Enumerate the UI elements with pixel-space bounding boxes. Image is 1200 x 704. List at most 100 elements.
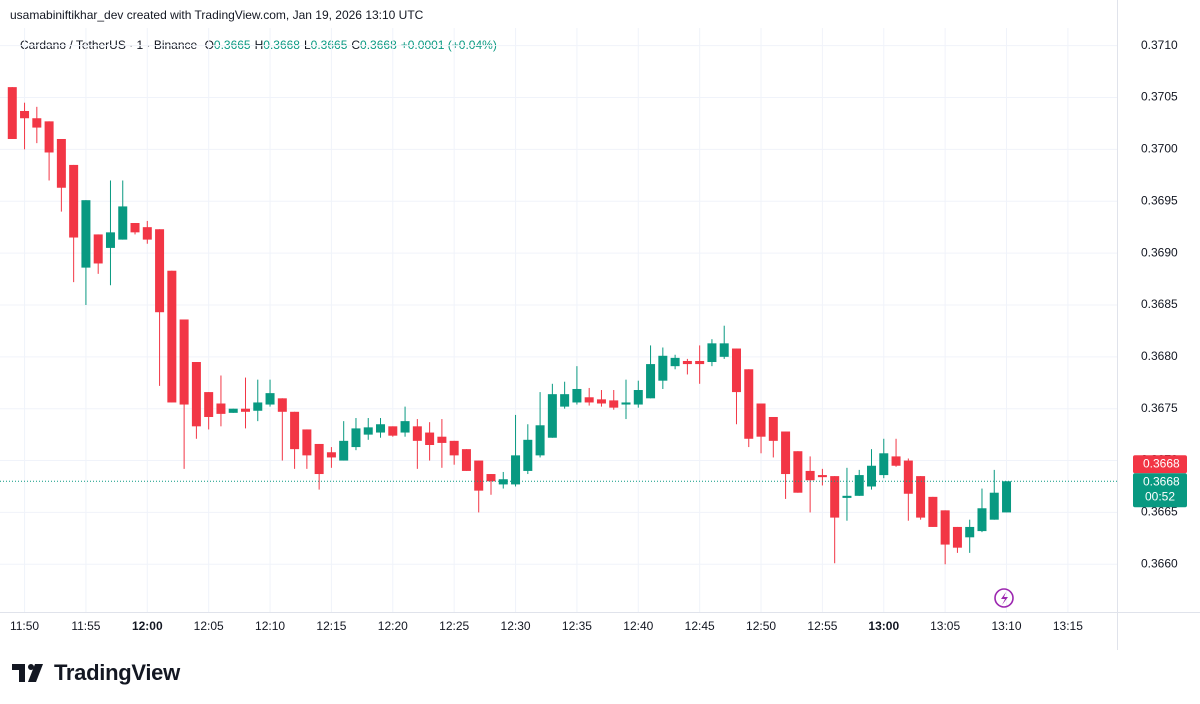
candle-body bbox=[388, 426, 398, 436]
candle-body bbox=[596, 399, 606, 404]
candle-body bbox=[646, 364, 656, 399]
candle-body bbox=[572, 388, 582, 403]
candle-body bbox=[44, 121, 54, 153]
candle-body bbox=[940, 510, 950, 545]
ohlc-value: 0.3668 bbox=[360, 38, 397, 52]
candle-body bbox=[216, 403, 226, 414]
candle-body bbox=[179, 319, 189, 405]
candle-body bbox=[20, 110, 30, 119]
x-tick-label: 12:30 bbox=[501, 619, 531, 633]
candle-body bbox=[363, 427, 373, 435]
candle-body bbox=[155, 229, 165, 313]
candle-body bbox=[32, 118, 42, 128]
candle-body bbox=[695, 360, 705, 365]
candle-body bbox=[781, 431, 791, 475]
candle-body bbox=[351, 428, 361, 448]
candle-body bbox=[867, 465, 877, 487]
change: +0.0001 (+0.04%) bbox=[400, 38, 497, 52]
x-tick-label: 12:25 bbox=[439, 619, 469, 633]
x-tick-label: 12:00 bbox=[132, 619, 163, 633]
candle-body bbox=[191, 362, 201, 427]
candle-body bbox=[511, 455, 521, 485]
ohlc-key: O bbox=[204, 38, 214, 52]
candle-body bbox=[204, 392, 214, 417]
candle-body bbox=[400, 421, 410, 433]
y-tick-label: 0.3695 bbox=[1141, 193, 1178, 207]
symbol-title: Cardano / TetherUS · 1 · Binance bbox=[20, 38, 198, 52]
candle-body bbox=[167, 270, 177, 403]
candle-body bbox=[879, 453, 889, 476]
last-price-label: 0.3668 bbox=[1143, 474, 1180, 488]
candle-body bbox=[498, 479, 508, 485]
y-tick-label: 0.3665 bbox=[1141, 505, 1178, 519]
candle-body bbox=[977, 508, 987, 532]
last-price-box bbox=[1133, 473, 1187, 508]
candle-body bbox=[56, 138, 66, 188]
candle-body bbox=[682, 360, 692, 365]
candle-body bbox=[658, 355, 668, 381]
x-tick-label: 12:40 bbox=[623, 619, 653, 633]
x-tick-label: 13:05 bbox=[930, 619, 960, 633]
candle-body bbox=[830, 476, 840, 518]
candle-body bbox=[326, 452, 336, 458]
candle-body bbox=[842, 495, 852, 498]
candle-body bbox=[376, 424, 386, 433]
brand-logo: TradingView bbox=[12, 658, 180, 688]
candle-body bbox=[290, 411, 300, 450]
candle-body bbox=[756, 403, 766, 437]
candle-body bbox=[412, 426, 422, 441]
candle-body bbox=[265, 393, 275, 405]
x-tick-label: 12:20 bbox=[378, 619, 408, 633]
y-tick-label: 0.3690 bbox=[1141, 245, 1178, 259]
y-tick-label: 0.3685 bbox=[1141, 297, 1178, 311]
candle-body bbox=[535, 425, 545, 456]
x-tick-label: 12:10 bbox=[255, 619, 285, 633]
candle-body bbox=[69, 164, 79, 238]
candle-body bbox=[952, 526, 962, 548]
candle-body bbox=[805, 470, 815, 481]
candle-body bbox=[768, 416, 778, 441]
candle-body bbox=[240, 408, 250, 412]
ohlc-key: C bbox=[351, 38, 361, 52]
candle-body bbox=[817, 475, 827, 478]
y-tick-label: 0.3680 bbox=[1141, 349, 1178, 363]
candle-body bbox=[277, 398, 287, 412]
candle-body bbox=[560, 394, 570, 407]
candle-body bbox=[302, 429, 312, 456]
chart: 0.36600.36650.36700.36750.36800.36850.36… bbox=[0, 0, 1200, 650]
ohlc-value: 0.3668 bbox=[263, 38, 300, 52]
candle-body bbox=[461, 449, 471, 471]
candle-body bbox=[425, 432, 435, 445]
candle-body bbox=[449, 440, 459, 456]
candle-body bbox=[314, 443, 324, 475]
candle-body bbox=[670, 357, 680, 367]
y-tick-label: 0.3710 bbox=[1141, 38, 1178, 52]
attribution: usamabiniftikhar_dev created with Tradin… bbox=[10, 8, 424, 22]
candle-body bbox=[903, 460, 913, 494]
brand-mark bbox=[12, 664, 43, 682]
candle-body bbox=[633, 390, 643, 405]
candle-body bbox=[93, 234, 103, 264]
candle-body bbox=[105, 232, 115, 248]
candle-body bbox=[965, 526, 975, 538]
candle-body bbox=[719, 343, 729, 357]
candle-body bbox=[891, 456, 901, 466]
candle-body bbox=[81, 200, 91, 268]
countdown-label: 00:52 bbox=[1145, 489, 1175, 503]
candle-body bbox=[731, 348, 741, 393]
candle-body bbox=[707, 343, 717, 363]
ohlc-value: 0.3665 bbox=[310, 38, 348, 52]
alert-icon[interactable] bbox=[994, 588, 1014, 608]
candle-body bbox=[916, 476, 926, 518]
candle-body bbox=[253, 402, 263, 411]
candle-body bbox=[621, 402, 631, 405]
candle-body bbox=[142, 227, 152, 240]
candle-body bbox=[437, 436, 447, 443]
candle-body bbox=[1002, 481, 1012, 513]
brand-name: TradingView bbox=[54, 660, 180, 685]
candle-body bbox=[793, 451, 803, 493]
y-tick-label: 0.3700 bbox=[1141, 142, 1178, 156]
ohlc-legend: Cardano / TetherUS · 1 · Binance O 0.3665… bbox=[20, 38, 497, 52]
candle-body bbox=[486, 474, 496, 482]
